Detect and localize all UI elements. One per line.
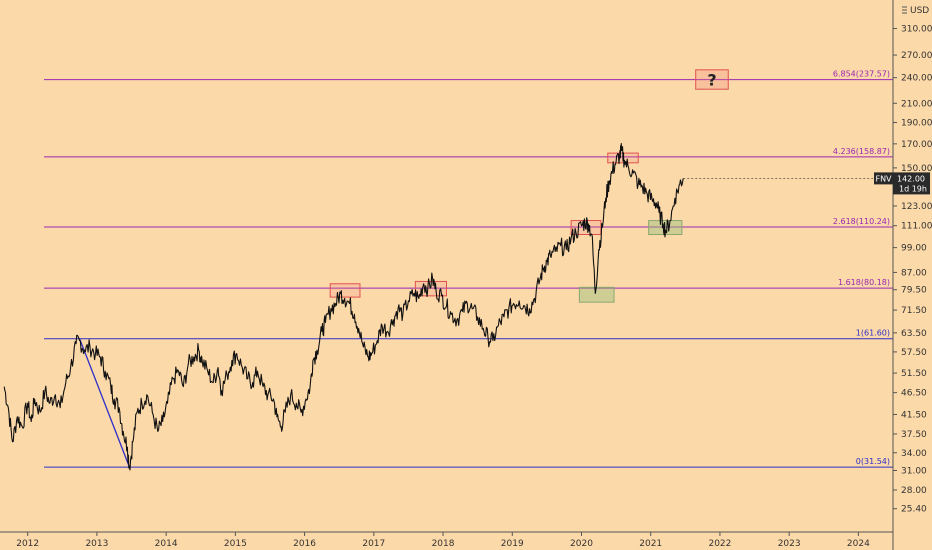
- x-tick-label: 2020: [570, 539, 593, 549]
- y-tick-label: 51.50: [901, 369, 927, 379]
- x-tick-label: 2018: [432, 539, 455, 549]
- fib-level-label: 4.236(158.87): [833, 147, 890, 156]
- fib-level-label: 6.854(237.57): [833, 70, 890, 79]
- x-tick-label: 2014: [155, 539, 178, 549]
- y-tick-label: 210.00: [901, 99, 932, 109]
- y-tick-label: 25.40: [901, 505, 927, 515]
- fib-levels-layer: [44, 79, 893, 468]
- y-tick-label: 99.00: [901, 244, 927, 254]
- x-tick-label: 2019: [501, 539, 524, 549]
- fib-level-label: 0(31.54): [856, 457, 890, 466]
- fib-level-label: 1(61.60): [856, 329, 890, 338]
- x-tick-label: 2021: [639, 539, 662, 549]
- currency-label: USD: [910, 6, 929, 16]
- x-tick-label: 2012: [16, 539, 39, 549]
- y-tick-label: 57.50: [901, 348, 927, 358]
- countdown-text: 1d 19h: [899, 184, 927, 193]
- y-tick-label: 270.00: [901, 51, 932, 61]
- resistance-zone: [329, 283, 361, 298]
- y-tick-label: 111.00: [901, 222, 932, 232]
- y-tick-label: 87.00: [901, 268, 927, 278]
- last-price-text: 142.00: [897, 174, 925, 183]
- y-tick-label: 123.00: [901, 202, 932, 212]
- y-tick-label: 46.50: [901, 389, 927, 399]
- x-tick-label: 2015: [224, 539, 247, 549]
- labels-layer: 0(31.54) 1(61.60) 1.618(80.18) 2.618(110.24…: [707, 70, 930, 466]
- y-tick-label: 170.00: [901, 140, 932, 150]
- y-tick-label: 79.50: [901, 286, 927, 296]
- x-tick-label: 2022: [708, 539, 731, 549]
- axis-menu-icon[interactable]: [902, 6, 907, 14]
- y-tick-label: 310.00: [901, 25, 932, 35]
- x-tick-label: 2017: [362, 539, 385, 549]
- target-zone: [695, 69, 729, 90]
- y-tick-label: 31.00: [901, 466, 927, 476]
- y-tick-label: 150.00: [901, 164, 932, 174]
- y-tick-label: 71.50: [901, 306, 927, 316]
- y-tick-label: 190.00: [901, 118, 932, 128]
- symbol-badge: [874, 172, 893, 185]
- symbol-badge-text: FNV: [875, 174, 892, 183]
- x-tick-label: 2016: [293, 539, 316, 549]
- x-tick-label: 2023: [778, 539, 801, 549]
- target-question-mark: ?: [707, 71, 716, 90]
- y-tick-label: 28.00: [901, 486, 927, 496]
- last-price-badge: [893, 172, 930, 195]
- fib-level-label: 1.618(80.18): [838, 278, 890, 287]
- y-tick-label: 63.50: [901, 329, 927, 339]
- x-tick-label: 2013: [85, 539, 108, 549]
- price-series-layer: [3, 143, 893, 471]
- y-tick-label: 34.00: [901, 449, 927, 459]
- fib-level-label: 2.618(110.24): [833, 217, 890, 226]
- y-tick-label: 37.50: [901, 430, 927, 440]
- price-line[interactable]: [3, 143, 684, 471]
- fib-anchor-line: [79, 338, 131, 468]
- support-zone: [578, 286, 615, 303]
- x-tick-label: 2024: [847, 539, 870, 549]
- y-tick-label: 41.50: [901, 410, 927, 420]
- zones-layer: [329, 69, 729, 303]
- y-tick-label: 240.00: [901, 74, 932, 84]
